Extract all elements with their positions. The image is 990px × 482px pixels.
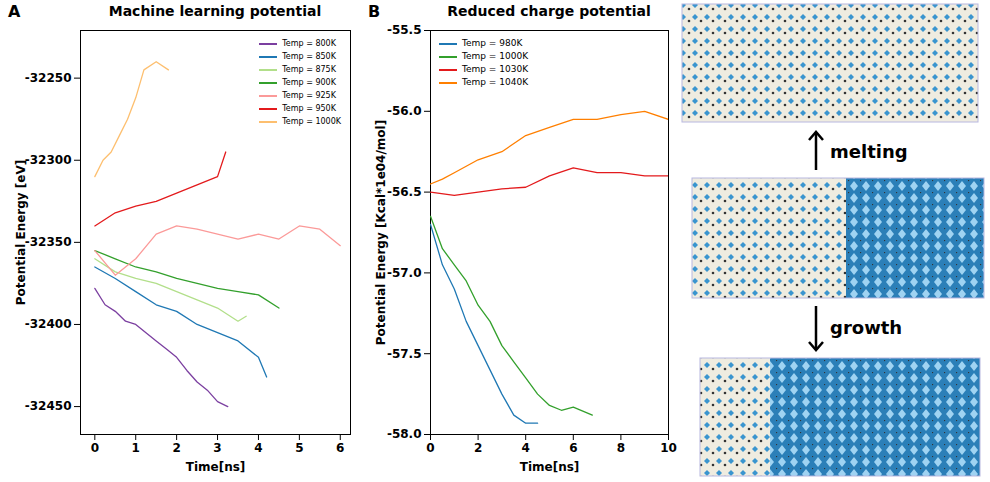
svg-text:-32250: -32250 [25,71,72,85]
svg-text:-32350: -32350 [25,235,72,249]
html-text:Temp = 950K: Temp = 950K [282,104,336,113]
svg-text:-56.0: -56.0 [387,104,422,118]
svg-text:6: 6 [569,441,577,455]
svg-text:4: 4 [254,441,262,455]
html-text:Machine learning potential: Machine learning potential [108,3,322,19]
svg-text:Time[ns]: Time[ns] [520,460,580,474]
svg-text:2: 2 [474,441,482,455]
svg-text:-32300: -32300 [25,153,72,167]
html-text:A: A [8,2,21,21]
html-text:Temp = 900K: Temp = 900K [282,78,336,87]
svg-text:10: 10 [660,441,677,455]
html-text:Temp = 800K: Temp = 800K [282,39,336,48]
svg-text:-32450: -32450 [25,399,72,413]
svg-text:1: 1 [132,441,140,455]
svg-text:8: 8 [617,441,625,455]
html-text:Temp = 1030K: Temp = 1030K [462,64,529,74]
svg-text:-56.5: -56.5 [387,185,422,199]
html-text:Temp = 980K: Temp = 980K [462,38,523,48]
svg-text:-55.5: -55.5 [387,23,422,37]
html-text:Temp = 1000K: Temp = 1000K [282,117,341,126]
svg-text:-57.0: -57.0 [387,266,422,280]
svg-text:0: 0 [426,441,434,455]
html-text:Temp = 850K: Temp = 850K [282,52,336,61]
html-text:Temp = 1000K: Temp = 1000K [462,51,529,61]
html-text:Temp = 1040K: Temp = 1040K [462,77,529,87]
svg-text:-57.5: -57.5 [387,347,422,361]
svg-text:melting: melting [830,141,908,162]
svg-text:0: 0 [91,441,99,455]
svg-text:Time[ns]: Time[ns] [186,460,246,474]
html-text:B: B [368,2,381,21]
svg-text:growth: growth [830,317,902,338]
html-text:Temp = 875K: Temp = 875K [282,65,336,74]
svg-text:4: 4 [522,441,530,455]
svg-text:2: 2 [172,441,180,455]
svg-text:Potential Energy [eV]: Potential Energy [eV] [14,160,28,305]
svg-text:5: 5 [295,441,303,455]
svg-text:3: 3 [213,441,221,455]
html-text:Reduced charge potential: Reduced charge potential [447,3,651,19]
svg-text:Potential Energy [Kcal*1e04/mo: Potential Energy [Kcal*1e04/mol] [374,120,388,345]
svg-text:-32400: -32400 [25,317,72,331]
svg-text:-58.0: -58.0 [387,427,422,441]
html-text:Temp = 925K: Temp = 925K [282,91,336,100]
svg-text:6: 6 [336,441,344,455]
